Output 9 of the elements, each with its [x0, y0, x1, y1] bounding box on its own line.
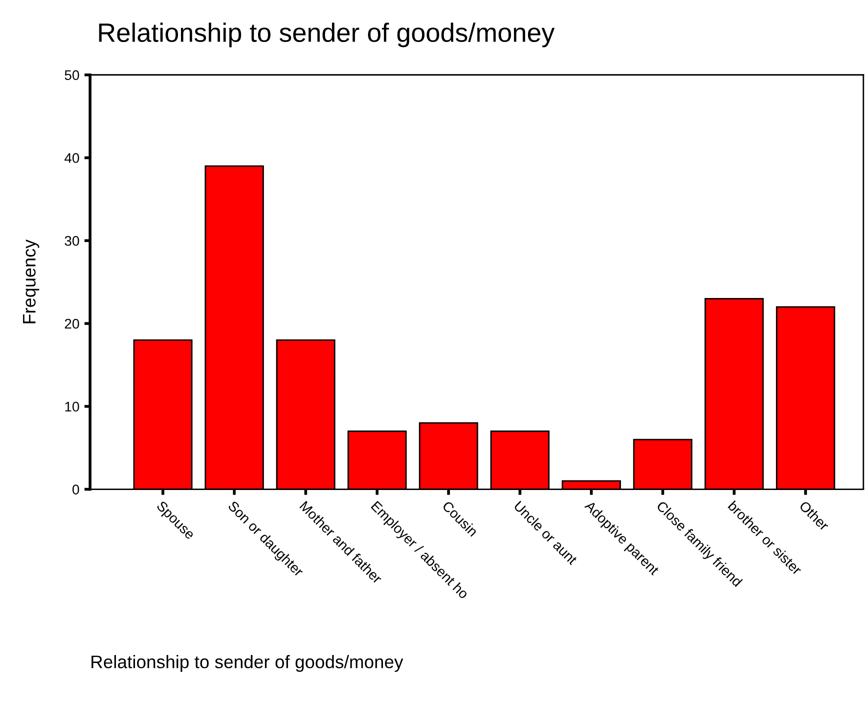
y-tick-label: 20	[64, 318, 80, 329]
y-tick-label: 50	[64, 70, 80, 80]
x-axis-title: Relationship to sender of goods/money	[92, 655, 404, 672]
chart-title: Relationship to sender of goods/money	[99, 22, 555, 48]
y-tick-label: 0	[72, 484, 80, 494]
y-tick-label: 10	[65, 402, 80, 412]
y-tick-label: 40	[64, 153, 80, 163]
y-tick-label: 30	[64, 236, 80, 246]
y-axis-title: Frequency	[23, 239, 40, 324]
